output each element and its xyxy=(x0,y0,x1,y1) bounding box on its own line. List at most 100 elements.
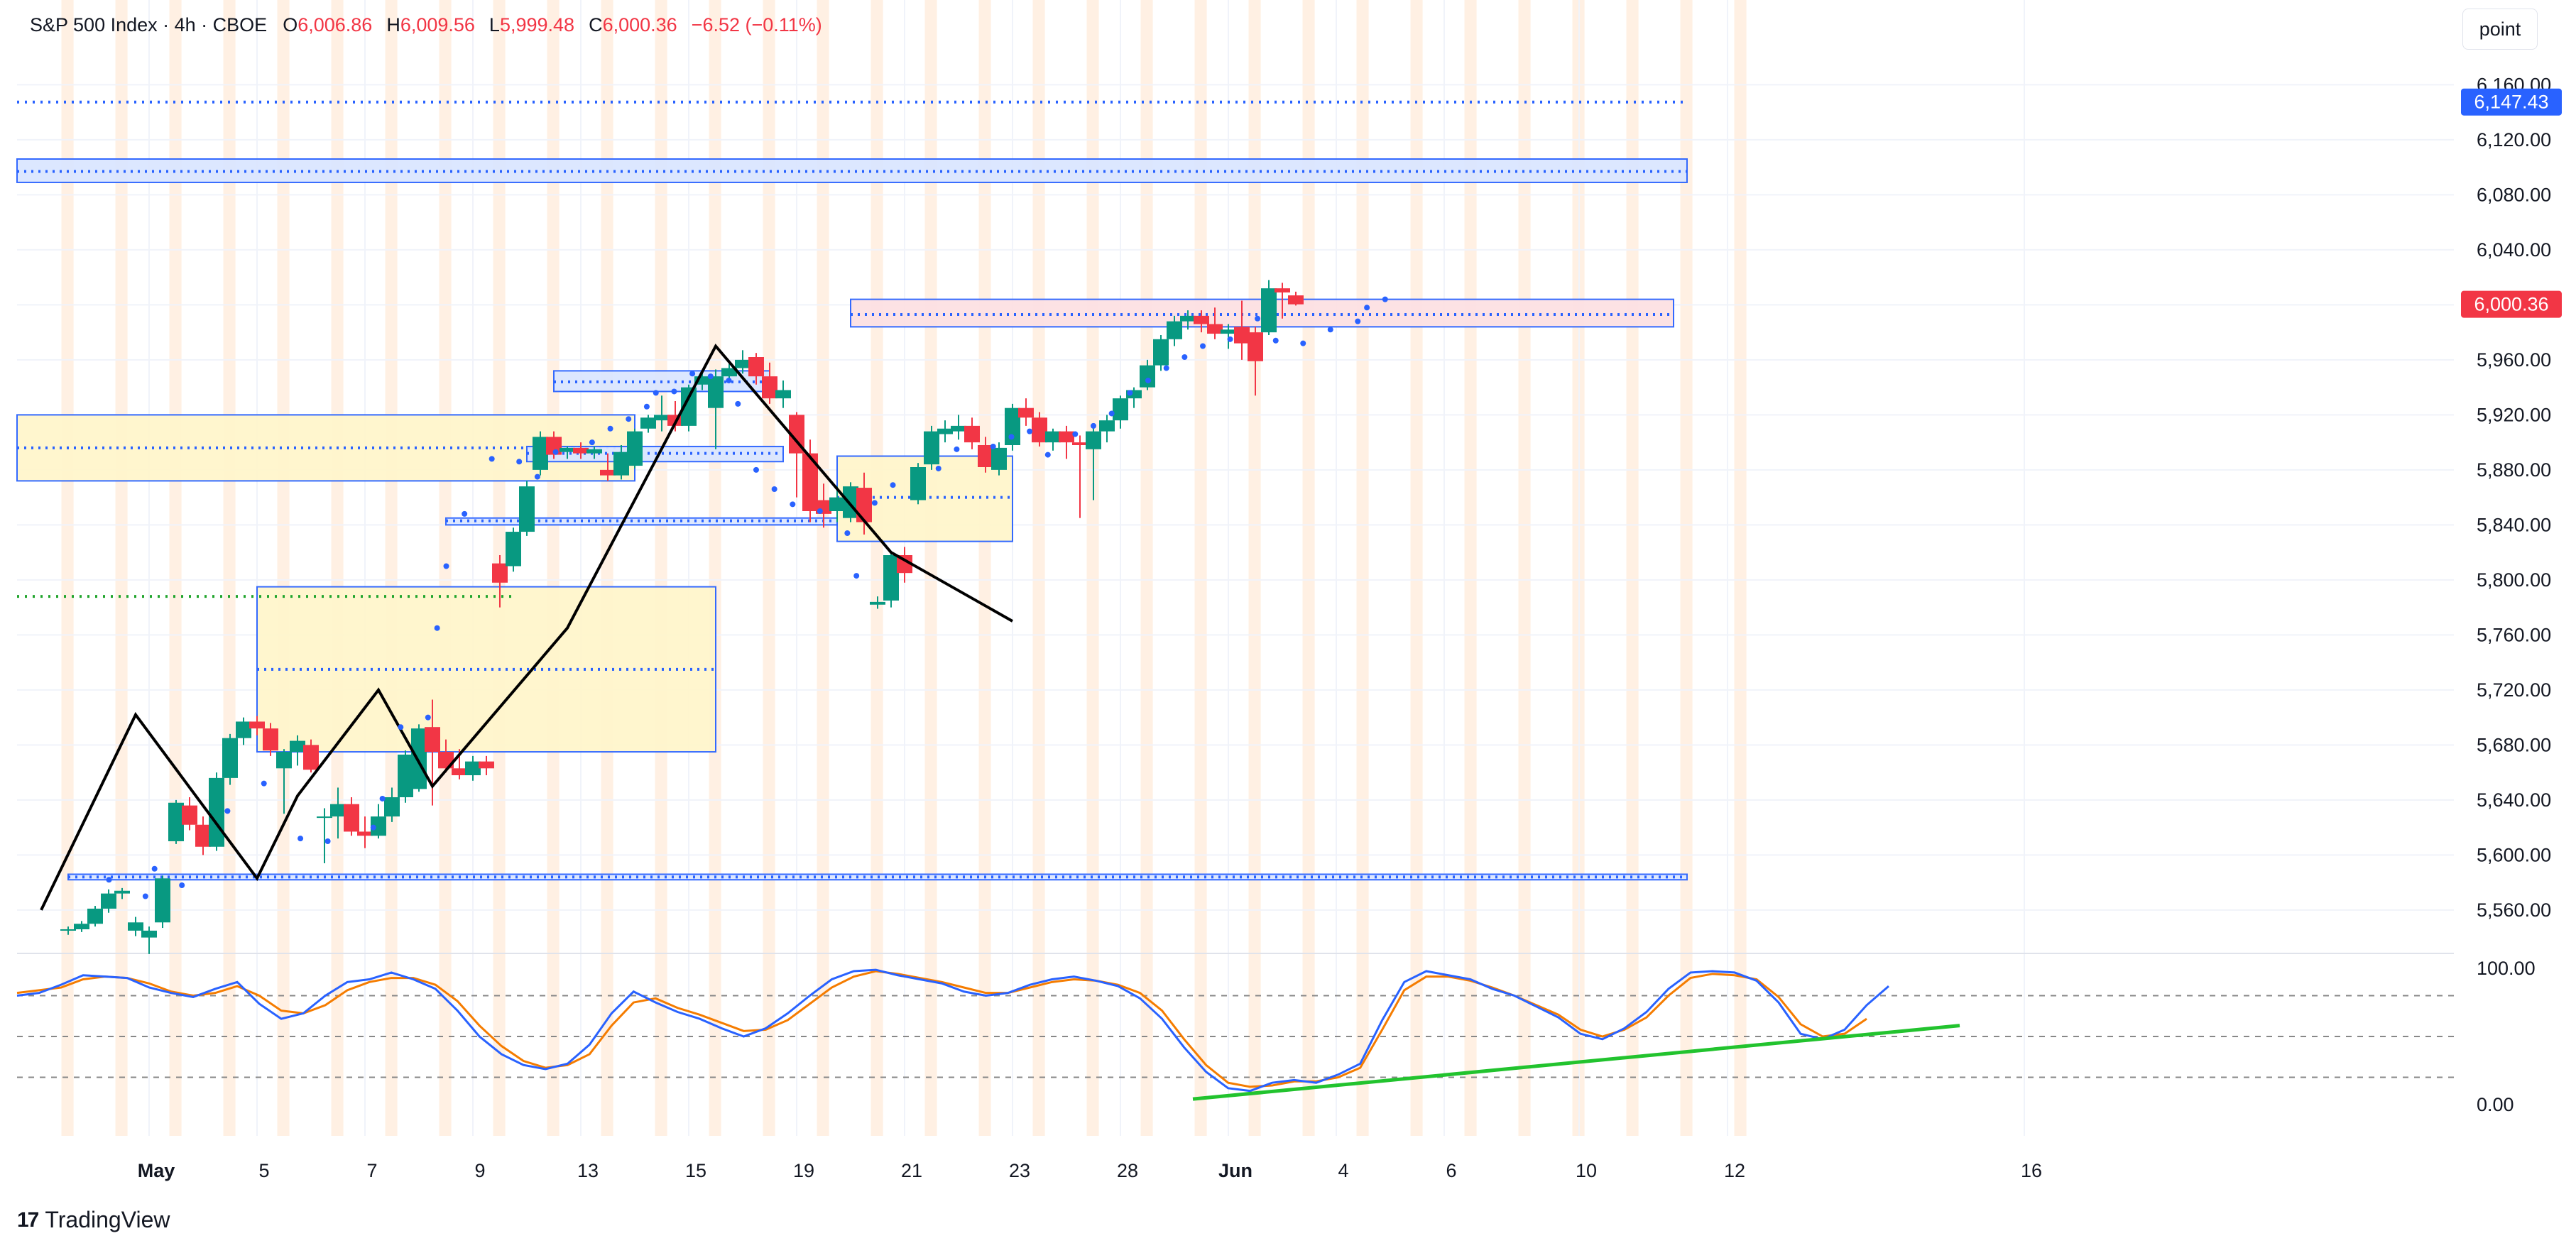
candle-body xyxy=(627,431,643,466)
time-tick-label: 21 xyxy=(901,1160,922,1181)
candle-body xyxy=(330,804,346,817)
close-value: 6,000.36 xyxy=(602,14,677,35)
sar-dot xyxy=(626,416,632,422)
oscillator-trendline xyxy=(1192,1024,1960,1101)
candle-body xyxy=(1099,420,1115,432)
candle-body xyxy=(533,437,548,470)
candle-body xyxy=(829,497,845,511)
price-tick-label: 5,920.00 xyxy=(2477,404,2551,425)
candle-body xyxy=(883,555,899,601)
candle-body xyxy=(479,761,494,769)
candle-body xyxy=(694,376,710,385)
time-tick-label: 13 xyxy=(577,1160,599,1181)
candle-body xyxy=(924,431,939,465)
time-tick-label: 12 xyxy=(1724,1160,1745,1181)
sar-dot xyxy=(142,893,148,899)
candle-body xyxy=(357,831,373,836)
candle-body xyxy=(1234,327,1250,344)
session-band xyxy=(1518,0,1531,1136)
sar-dot xyxy=(151,865,158,872)
candle-body xyxy=(371,816,386,836)
candle-body xyxy=(465,761,481,775)
symbol-legend[interactable]: S&P 500 Index · 4h · CBOE O 6,006.86 H 6… xyxy=(30,14,822,36)
candle-body xyxy=(506,532,521,567)
price-tick-label: 5,800.00 xyxy=(2477,569,2551,591)
candle-body xyxy=(937,428,953,434)
time-tick-label: 10 xyxy=(1576,1160,1597,1181)
session-band xyxy=(223,0,236,1136)
sar-dot xyxy=(817,508,823,514)
candle-body xyxy=(856,488,872,522)
session-band xyxy=(763,0,775,1136)
price-unit-button[interactable]: point xyxy=(2462,9,2538,50)
candle-body xyxy=(1018,407,1034,418)
sar-dot xyxy=(726,377,732,383)
open-label: O xyxy=(283,14,298,35)
sar-dot xyxy=(261,780,267,787)
sar-dot xyxy=(790,501,796,508)
candle-body xyxy=(735,359,751,368)
price-tick-label: 6,120.00 xyxy=(2477,129,2551,151)
candle-body xyxy=(586,449,602,454)
session-band xyxy=(1194,0,1207,1136)
candle-body xyxy=(762,376,777,399)
candle-body xyxy=(303,745,319,770)
tradingview-brand[interactable]: 17 TradingView xyxy=(17,1207,170,1233)
candle-body xyxy=(276,752,292,769)
session-band xyxy=(1680,0,1693,1136)
sar-dot xyxy=(516,459,523,465)
top-level-price-tag: 6,147.43 xyxy=(2474,92,2548,113)
candle-body xyxy=(141,930,157,938)
candle-body xyxy=(411,728,427,789)
sar-dot xyxy=(935,465,942,471)
time-tick-label: 23 xyxy=(1009,1160,1030,1181)
session-band xyxy=(709,0,721,1136)
high-value: 6,009.56 xyxy=(400,14,475,35)
candle-body xyxy=(398,754,413,797)
candle-body xyxy=(1288,295,1304,305)
candle-body xyxy=(802,453,818,511)
last-price-tag: 6,000.36 xyxy=(2474,294,2548,315)
candle-body xyxy=(1180,315,1196,322)
time-tick-label: 15 xyxy=(685,1160,706,1181)
candle-body xyxy=(1005,407,1020,445)
sar-dot xyxy=(1027,428,1033,434)
sar-dot xyxy=(1327,327,1333,333)
sar-dot xyxy=(534,474,540,480)
candle-body xyxy=(1167,321,1182,339)
osc-tick-label: 100.00 xyxy=(2477,958,2536,979)
sar-dot xyxy=(1090,422,1096,429)
candle-body xyxy=(897,555,912,574)
sar-dot xyxy=(844,530,851,536)
price-tick-label: 6,080.00 xyxy=(2477,184,2551,205)
candle-body xyxy=(344,804,359,832)
session-band xyxy=(331,0,344,1136)
price-tick-label: 6,040.00 xyxy=(2477,239,2551,261)
session-band xyxy=(1248,0,1261,1136)
change-value: −6.52 (−0.11%) xyxy=(691,14,822,35)
sar-dot xyxy=(224,808,231,814)
time-tick-label: May xyxy=(138,1160,175,1181)
zones xyxy=(16,158,1688,881)
session-band xyxy=(1410,0,1423,1136)
price-tick-label: 5,720.00 xyxy=(2477,679,2551,701)
session-band xyxy=(978,0,991,1136)
brand-name: TradingView xyxy=(45,1207,170,1232)
candle-body xyxy=(1045,431,1061,443)
tradingview-logo-icon: 17 xyxy=(17,1208,39,1232)
sar-dot xyxy=(753,466,759,473)
candle-body xyxy=(1126,390,1142,399)
candle-body xyxy=(209,777,224,847)
sar-dot xyxy=(1044,452,1051,458)
symbol-name[interactable]: S&P 500 Index · 4h · CBOE xyxy=(30,14,268,35)
sar-dot xyxy=(1355,318,1361,324)
session-band xyxy=(601,0,613,1136)
candle-body xyxy=(640,417,656,429)
sar-dot xyxy=(1127,390,1133,396)
sar-dot xyxy=(462,510,468,517)
sar-dot xyxy=(607,425,613,432)
zigzag-path xyxy=(40,343,1013,911)
sar-dot xyxy=(1008,434,1015,440)
